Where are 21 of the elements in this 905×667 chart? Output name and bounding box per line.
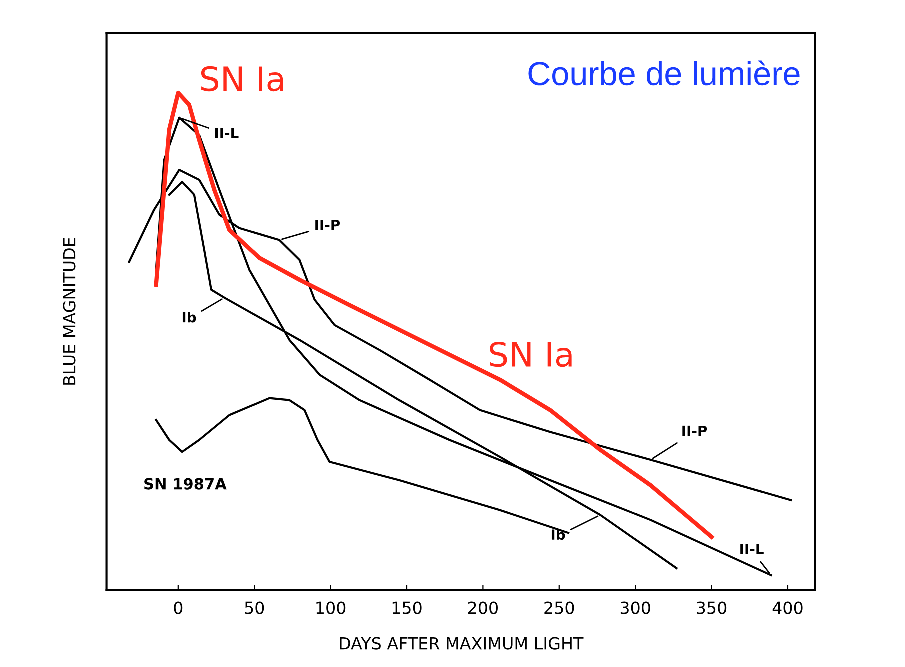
text: II-P — [682, 426, 708, 436]
x-tick-label: 300 — [620, 602, 650, 614]
x-tick-label: 250 — [544, 602, 574, 614]
text: Ib — [552, 529, 566, 540]
text: SN Ia — [201, 66, 284, 92]
x-tick-label: 50 — [245, 602, 264, 614]
text: SN 1987A — [144, 478, 227, 490]
text: II-L — [215, 128, 239, 138]
x-tick-label: 0 — [174, 602, 183, 614]
series-label: Ib — [182, 312, 196, 323]
y-axis-title: BLUE MAGNITUDE — [63, 238, 76, 385]
x-tick-label: 400 — [772, 602, 803, 614]
x-tick-label: 150 — [392, 602, 422, 614]
x-tick-label: 200 — [468, 602, 498, 614]
chart-title: Courbe de lumière — [528, 60, 800, 86]
x-axis-title: DAYS AFTER MAXIMUM LIGHT — [340, 637, 584, 650]
series-label: II-L — [740, 544, 764, 554]
series-label: SN Ia — [490, 342, 572, 368]
x-tick-label: 350 — [697, 602, 727, 614]
text: II-P — [316, 220, 340, 230]
x-tick-label: 100 — [316, 602, 346, 614]
